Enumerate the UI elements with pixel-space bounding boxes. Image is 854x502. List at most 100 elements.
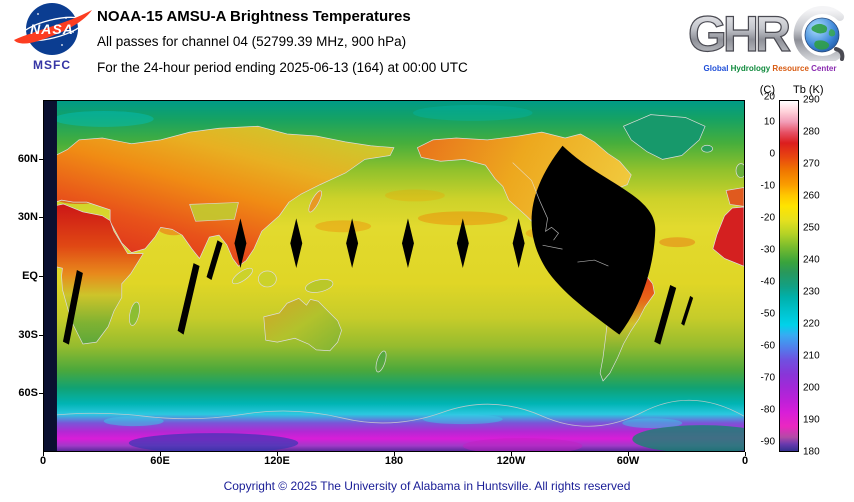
data-gap-sliver — [206, 240, 223, 280]
data-gap-sliver — [681, 295, 694, 326]
title-line2: All passes for channel 04 (52799.39 MHz,… — [97, 34, 407, 49]
title-line1: NOAA-15 AMSU-A Brightness Temperatures — [97, 8, 411, 25]
colorbar-kelvin-label: 190 — [803, 414, 820, 426]
y-tick-label: 30N — [17, 211, 38, 224]
x-tick-label: 0 — [741, 455, 749, 467]
colorbar-celsius-label: 20 — [763, 91, 775, 103]
data-gap-diamond — [456, 218, 469, 269]
data-gap-diamond — [234, 218, 247, 269]
colorbar-kelvin-label: 180 — [803, 446, 820, 458]
data-gap-diamond — [346, 218, 359, 269]
y-tick-label: 30S — [18, 328, 38, 341]
x-tick-mark — [510, 452, 512, 456]
y-tick-mark — [39, 217, 43, 219]
colorbar-celsius-label: -50 — [760, 308, 775, 320]
iberia-wrap — [725, 187, 744, 207]
new-guinea-island — [305, 279, 334, 293]
continent-eurasia — [44, 125, 395, 267]
colorbar-kelvin-label: 210 — [803, 350, 820, 362]
new-zealand-islands — [375, 350, 387, 373]
coastline-overlays — [512, 162, 609, 267]
x-tick-mark — [159, 452, 161, 456]
colorbar-kelvin-label: 260 — [803, 190, 820, 202]
data-gap-sliver — [177, 263, 200, 335]
data-gap-diamond — [512, 218, 525, 269]
ghrc-wordmark: GHR — [688, 6, 791, 61]
ghrc-tagline-word: Hydrology — [728, 64, 771, 73]
colorbar-kelvin-label: 240 — [803, 254, 820, 266]
ghrc-logo-graphic: GHR — [687, 5, 845, 64]
ghrc-tagline-word: Center — [808, 64, 837, 73]
nasa-meatball-icon: NASA — [14, 3, 92, 55]
iceland-island — [701, 144, 713, 153]
x-tick-label: 120W — [496, 455, 526, 467]
continent-africa — [44, 203, 144, 345]
colorbar-celsius-label: -70 — [760, 372, 775, 384]
colorbar — [779, 100, 799, 452]
x-tick-mark — [627, 452, 629, 456]
colorbar-kelvin-header: Tb (K) — [793, 84, 824, 96]
y-tick-mark — [39, 158, 43, 160]
x-tick-mark — [276, 452, 278, 456]
nasa-logo: NASA MSFC — [10, 2, 94, 72]
x-tick-label: 60E — [150, 455, 170, 467]
world-brightness-temperature-map — [44, 101, 744, 451]
continent-africa-west-wrap — [712, 206, 744, 267]
colorbar-celsius-header: (C) — [759, 84, 775, 96]
japan-islands — [308, 190, 322, 213]
colorbar-kelvin-label: 290 — [803, 94, 820, 106]
data-gap-left-strip — [44, 101, 57, 451]
x-tick-label: 60W — [616, 455, 640, 467]
data-gap-diamond — [401, 218, 414, 269]
colorbar-kelvin-label: 220 — [803, 318, 820, 330]
colorbar-celsius-label: -40 — [760, 276, 775, 288]
y-tick-mark — [39, 334, 43, 336]
nasa-msfc-label: MSFC — [33, 58, 71, 72]
y-tick-mark — [39, 393, 43, 395]
title-line3: For the 24-hour period ending 2025-06-13… — [97, 60, 468, 75]
y-tick-label: 60N — [17, 152, 38, 165]
data-gap-sliver — [62, 270, 83, 345]
ghrc-tagline-word: Resource — [770, 64, 809, 73]
sumatra-island — [231, 267, 253, 285]
continent-greenland — [623, 114, 706, 160]
nasa-wordmark: NASA — [30, 21, 74, 37]
colorbar-kelvin-label: 200 — [803, 382, 820, 394]
data-gap-regions — [44, 101, 694, 451]
map-plot — [43, 100, 745, 452]
uk-island — [735, 163, 744, 178]
footer-copyright: Copyright © 2025 The University of Alaba… — [223, 479, 631, 493]
ghrc-tagline-word: Global — [703, 64, 729, 73]
ghrc-logo: GHR Global Hydrology Resource Center — [687, 5, 852, 73]
borneo-island — [258, 270, 277, 288]
ghrc-globe-icon — [793, 6, 845, 64]
data-gap-sliver — [654, 284, 677, 345]
x-tick-label: 120E — [264, 455, 290, 467]
colorbar-celsius-label: -30 — [760, 244, 775, 256]
colorbar-celsius-label: -90 — [760, 436, 775, 448]
x-tick-mark — [744, 452, 746, 456]
antarctica-detail — [44, 399, 744, 451]
colorbar-celsius-label: 0 — [769, 148, 775, 160]
x-tick-mark — [42, 452, 44, 456]
colorbar-celsius-label: -60 — [760, 340, 775, 352]
x-tick-label: 180 — [384, 455, 404, 467]
colorbar-celsius-label: -80 — [760, 404, 775, 416]
y-tick-label: 60S — [18, 387, 38, 400]
ghrc-tagline: Global Hydrology Resource Center — [688, 64, 852, 73]
ghrc-globe-stand — [834, 47, 845, 61]
antarctica-coastline — [44, 399, 744, 427]
y-tick-mark — [39, 276, 43, 277]
colorbar-celsius-label: 10 — [763, 116, 775, 128]
colorbar-gradient — [780, 101, 798, 451]
x-tick-mark — [393, 452, 395, 456]
y-tick-label: EQ — [22, 270, 38, 282]
tibet-plateau-patch — [189, 202, 239, 222]
colorbar-kelvin-label: 270 — [803, 158, 820, 170]
continent-australia — [263, 298, 342, 352]
data-gap-diamond — [290, 218, 303, 269]
data-gap-atlantic-lens — [531, 145, 656, 335]
colorbar-celsius-label: -10 — [760, 180, 775, 192]
x-tick-label: 0 — [39, 455, 47, 467]
